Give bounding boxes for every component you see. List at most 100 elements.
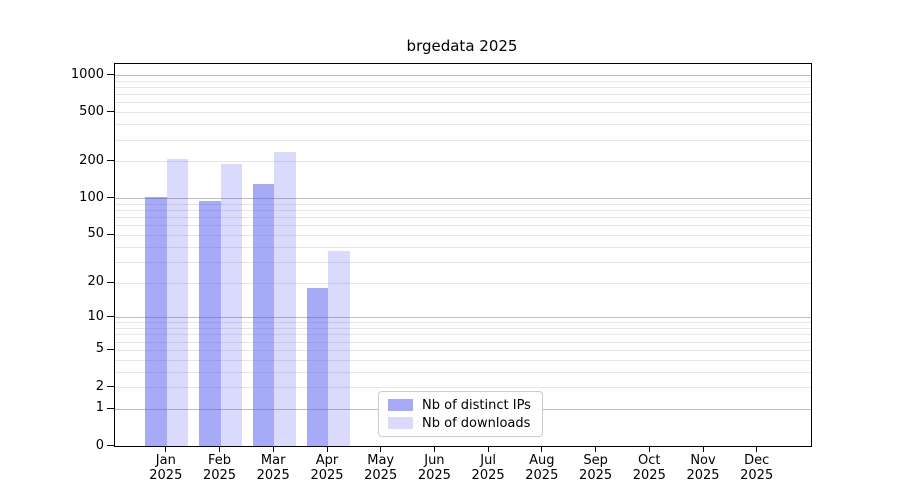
gridline-minor-900 xyxy=(115,80,811,82)
legend-item-downloads: Nb of downloads xyxy=(388,416,533,431)
legend-label-distinct-ips: Nb of distinct IPs xyxy=(422,397,531,413)
gridline-minor-2 xyxy=(115,387,811,388)
x-tick-label-month-jan: Jan xyxy=(155,453,176,468)
x-tick-label-year-jul: 2025 xyxy=(471,468,505,483)
y-tick-label-2: 2 xyxy=(95,378,104,394)
gridline-minor-60 xyxy=(115,225,811,227)
gridline-minor-5 xyxy=(115,349,811,351)
x-tick-label-year-feb: 2025 xyxy=(202,468,237,483)
legend-label-downloads: Nb of downloads xyxy=(422,415,531,431)
y-tick-label-50: 50 xyxy=(87,226,104,242)
bar-distinct-ips-mar xyxy=(252,184,275,446)
x-tick-label-year-jan: 2025 xyxy=(149,468,183,483)
x-tick-label-year-sep: 2025 xyxy=(579,468,613,483)
x-tick-label-month-aug: Aug xyxy=(529,453,555,468)
x-tick-dec xyxy=(756,446,758,452)
x-tick-label-month-oct: Oct xyxy=(638,453,661,468)
x-tick-label-month-sep: Sep xyxy=(583,453,608,468)
x-tick-jan xyxy=(165,446,167,452)
y-tick-label-0: 0 xyxy=(95,437,104,453)
bar-downloads-feb xyxy=(220,164,242,446)
x-tick-oct xyxy=(648,446,650,452)
gridline-minor-700 xyxy=(115,94,811,96)
plot-area xyxy=(114,63,812,447)
gridline-minor-3 xyxy=(115,371,811,373)
y-tick-5 xyxy=(107,348,114,350)
y-tick-20 xyxy=(107,281,114,283)
x-tick-nov xyxy=(702,446,704,452)
y-tick-label-1000: 1000 xyxy=(70,66,104,82)
gridline-minor-20 xyxy=(115,282,811,284)
x-tick-label-month-nov: Nov xyxy=(690,453,716,468)
gridline-minor-7 xyxy=(115,334,811,336)
x-tick-mar xyxy=(272,446,274,452)
legend-swatch-downloads xyxy=(388,417,413,429)
x-tick-aug xyxy=(541,446,543,452)
x-tick-label-month-apr: Apr xyxy=(315,453,339,468)
gridline-minor-600 xyxy=(115,102,811,104)
bar-downloads-mar xyxy=(274,151,296,446)
y-tick-label-5: 5 xyxy=(95,341,104,357)
gridline-major-1000 xyxy=(115,75,811,76)
gridline-minor-4 xyxy=(115,359,811,361)
gridline-minor-90 xyxy=(115,203,811,205)
y-tick-100 xyxy=(107,197,114,199)
bar-downloads-apr xyxy=(328,250,350,446)
gridline-minor-30 xyxy=(115,261,811,263)
legend-swatch-distinct-ips xyxy=(388,399,413,411)
bar-downloads-jan xyxy=(166,158,189,446)
gridline-minor-70 xyxy=(115,217,811,219)
x-tick-label-year-dec: 2025 xyxy=(740,468,774,483)
x-tick-label-month-feb: Feb xyxy=(207,453,232,468)
x-tick-jul xyxy=(487,446,489,452)
x-tick-jun xyxy=(433,446,435,452)
gridline-minor-500 xyxy=(115,112,811,114)
y-tick-2 xyxy=(107,386,114,387)
legend-item-distinct-ips: Nb of distinct IPs xyxy=(388,398,533,413)
gridline-minor-40 xyxy=(115,246,811,248)
gridline-minor-50 xyxy=(115,234,811,236)
x-tick-label-year-nov: 2025 xyxy=(686,468,720,483)
y-tick-label-20: 20 xyxy=(87,274,104,289)
bar-distinct-ips-jan xyxy=(145,196,167,446)
bar-distinct-ips-apr xyxy=(306,287,328,446)
gridline-minor-80 xyxy=(115,210,811,211)
y-tick-0 xyxy=(107,445,114,446)
x-tick-feb xyxy=(219,446,220,452)
y-tick-label-10: 10 xyxy=(87,308,104,324)
y-tick-50 xyxy=(107,233,114,235)
x-tick-label-month-jun: Jun xyxy=(424,453,445,468)
x-tick-label-year-may: 2025 xyxy=(364,468,398,483)
gridline-major-100 xyxy=(115,198,811,200)
x-tick-label-year-apr: 2025 xyxy=(310,468,344,483)
x-tick-label-year-mar: 2025 xyxy=(256,468,290,483)
x-tick-apr xyxy=(326,446,328,452)
gridline-minor-6 xyxy=(115,341,811,343)
x-tick-label-month-may: May xyxy=(367,453,395,468)
x-tick-sep xyxy=(595,446,597,452)
gridline-minor-400 xyxy=(115,124,811,126)
gridline-major-10 xyxy=(115,317,811,319)
gridline-minor-800 xyxy=(115,87,811,88)
gridline-minor-9 xyxy=(115,322,811,324)
y-tick-500 xyxy=(107,111,114,113)
y-tick-10 xyxy=(107,316,114,318)
y-tick-label-100: 100 xyxy=(79,189,104,205)
y-tick-200 xyxy=(107,160,114,162)
bar-distinct-ips-feb xyxy=(199,200,221,446)
x-tick-label-month-mar: Mar xyxy=(260,453,286,468)
x-tick-may xyxy=(380,446,382,452)
x-tick-label-month-dec: Dec xyxy=(744,453,770,468)
x-tick-label-year-oct: 2025 xyxy=(632,468,666,483)
legend: Nb of distinct IPs Nb of downloads xyxy=(378,391,543,437)
y-tick-label-1: 1 xyxy=(95,400,104,416)
chart-title: brgedata 2025 xyxy=(406,37,518,55)
y-tick-1000 xyxy=(107,74,114,75)
gridline-minor-200 xyxy=(115,161,811,163)
gridline-minor-8 xyxy=(115,328,811,329)
gridline-minor-300 xyxy=(115,139,811,141)
y-tick-1 xyxy=(107,407,114,409)
y-tick-label-200: 200 xyxy=(79,152,104,168)
y-tick-label-500: 500 xyxy=(79,103,104,119)
